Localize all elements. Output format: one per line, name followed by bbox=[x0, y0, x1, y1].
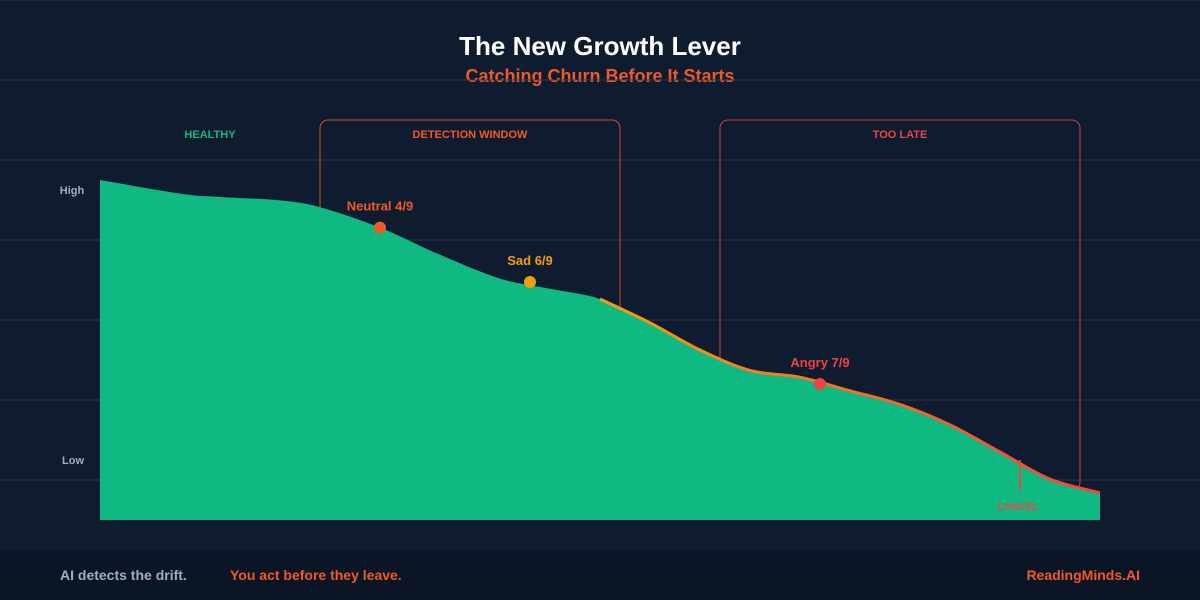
footer-middle-text: You act before they leave. bbox=[230, 567, 402, 583]
footer-left-text: AI detects the drift. bbox=[60, 567, 187, 583]
churn-chart: The New Growth Lever Catching Churn Befo… bbox=[0, 0, 1200, 520]
zone-label-too-late: TOO LATE bbox=[873, 129, 928, 141]
chart-subtitle: Catching Churn Before It Starts bbox=[465, 66, 734, 86]
marker-label-neutral: Neutral 4/9 bbox=[347, 199, 413, 214]
chart-title: The New Growth Lever bbox=[459, 31, 741, 61]
area-edge-line bbox=[599, 297, 1101, 495]
y-tick-low: Low bbox=[62, 455, 84, 467]
marker-neutral bbox=[374, 221, 386, 234]
marker-label-sad: Sad 6/9 bbox=[507, 253, 553, 268]
area-fill bbox=[100, 180, 1100, 520]
marker-label-angry: Angry 7/9 bbox=[790, 355, 849, 370]
y-tick-high: High bbox=[60, 185, 85, 197]
markers: Neutral 4/9 Sad 6/9 Angry 7/9 CANCEL bbox=[347, 199, 1039, 513]
zone-label-healthy: HEALTHY bbox=[184, 129, 236, 141]
cancel-label: CANCEL bbox=[997, 502, 1039, 513]
zones: HEALTHY DETECTION WINDOW TOO LATE bbox=[184, 119, 1081, 491]
y-axis-ticks: High Low bbox=[60, 185, 85, 467]
footer-brand: ReadingMinds.AI bbox=[1026, 567, 1140, 583]
footer: AI detects the drift. You act before the… bbox=[0, 550, 1200, 600]
marker-angry bbox=[814, 378, 826, 390]
marker-sad bbox=[524, 276, 536, 288]
area-series bbox=[100, 180, 1101, 520]
zone-label-detection-window: DETECTION WINDOW bbox=[413, 129, 528, 141]
